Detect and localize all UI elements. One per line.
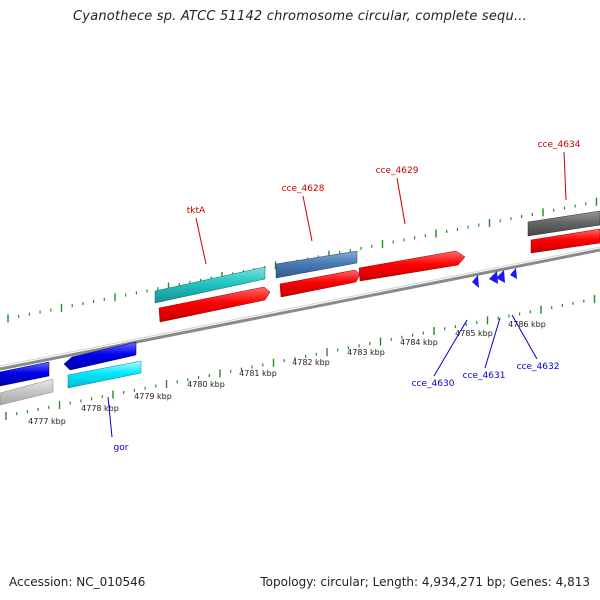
gene-label-tktA[interactable]: tktA bbox=[187, 206, 206, 216]
kbp-tick-label: 4781 kbp bbox=[239, 369, 277, 378]
kbp-scale: 4777 kbp 4778 kbp 4779 kbp 4780 kbp 4781 kbp… bbox=[28, 320, 546, 426]
gene-cce_4628-arrow[interactable] bbox=[275, 250, 358, 279]
gene-gor-cds-arrow[interactable] bbox=[67, 360, 142, 389]
gene-label-cce_4632[interactable]: cce_4632 bbox=[517, 362, 560, 372]
chromosome-backbone bbox=[0, 246, 600, 371]
gene-left-gray-arrow[interactable] bbox=[0, 378, 54, 406]
gene-label-cce_4631[interactable]: cce_4631 bbox=[463, 371, 506, 381]
gene-cce_4628-cds-arrow[interactable] bbox=[279, 269, 361, 298]
gene-gor-arrow[interactable] bbox=[63, 341, 137, 371]
kbp-tick-label: 4778 kbp bbox=[81, 404, 119, 413]
kbp-tick-label: 4786 kbp bbox=[508, 320, 546, 329]
gene-left-blue-arrow[interactable] bbox=[0, 361, 50, 387]
gene-cce_4631-arrow-a[interactable] bbox=[489, 271, 498, 284]
gene-tktA-arrow[interactable] bbox=[154, 266, 266, 304]
map-title: Cyanothece sp. ATCC 51142 chromosome cir… bbox=[73, 9, 527, 24]
accession-text: Accession: NC_010546 bbox=[9, 575, 146, 589]
gene-label-gor[interactable]: gor bbox=[114, 443, 129, 453]
forward-strand-genes bbox=[154, 210, 600, 323]
kbp-tick-label: 4783 kbp bbox=[347, 348, 385, 357]
kbp-tick-label: 4777 kbp bbox=[28, 417, 66, 426]
inner-tick-ring bbox=[5, 295, 596, 420]
gene-cce_4630-arrow[interactable] bbox=[472, 275, 479, 288]
gene-label-cce_4629[interactable]: cce_4629 bbox=[376, 166, 419, 176]
gene-labels: tktA cce_4628 cce_4629 cce_4634 gor cce_… bbox=[114, 140, 581, 453]
gene-cce_4629-cds-arrow[interactable] bbox=[358, 250, 466, 282]
gene-label-cce_4628[interactable]: cce_4628 bbox=[282, 184, 325, 194]
gene-cce_4631-arrow-b[interactable] bbox=[496, 270, 505, 283]
kbp-tick-label: 4784 kbp bbox=[400, 338, 438, 347]
gene-tktA-cds-arrow[interactable] bbox=[158, 286, 271, 323]
gene-cce_4632-arrow[interactable] bbox=[510, 268, 517, 279]
kbp-tick-label: 4782 kbp bbox=[292, 358, 330, 367]
kbp-tick-label: 4780 kbp bbox=[187, 380, 225, 389]
kbp-tick-label: 4779 kbp bbox=[134, 392, 172, 401]
gene-label-cce_4630[interactable]: cce_4630 bbox=[412, 379, 455, 389]
reverse-strand-genes bbox=[0, 268, 517, 406]
gene-label-cce_4634[interactable]: cce_4634 bbox=[538, 140, 581, 150]
genome-summary-text: Topology: circular; Length: 4,934,271 bp… bbox=[260, 575, 590, 589]
kbp-tick-label: 4785 kbp bbox=[455, 329, 493, 338]
label-leader-lines bbox=[107, 151, 567, 438]
gene-cce_4634-arrow[interactable] bbox=[527, 210, 600, 237]
gene-cce_4634-cds-arrow[interactable] bbox=[530, 228, 600, 254]
